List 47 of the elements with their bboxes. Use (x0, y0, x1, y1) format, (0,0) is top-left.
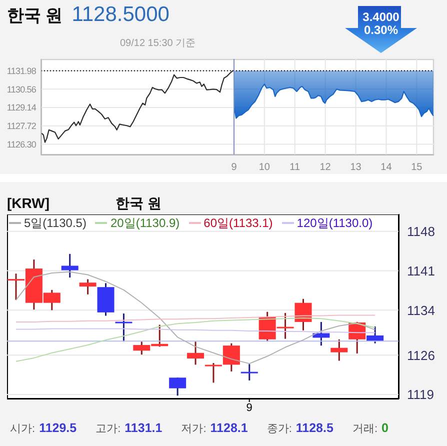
candlestick (115, 312, 132, 342)
text: 저가: 1128.1 (181, 421, 248, 435)
x-tick-label: 14 (380, 162, 392, 174)
text: 고가: 1131.1 (96, 421, 162, 435)
x-tick-label: 9 (231, 162, 238, 174)
legend-label: 120일(1130.0) (296, 214, 373, 232)
text: 3.4000 (362, 10, 400, 24)
x-tick-label: 12 (320, 162, 332, 174)
y-tick-label: 1127.72 (6, 121, 36, 132)
text: 1128.5000 (72, 3, 170, 27)
candlestick (79, 278, 96, 296)
candlestick (330, 338, 348, 362)
candlestick (222, 342, 240, 372)
legend-label: 20일(1130.9) (110, 214, 180, 232)
line-series (41, 70, 234, 143)
candlestick (61, 253, 78, 278)
legend-label: 60일(1133.1) (204, 214, 273, 232)
chart-subtitle: 한국 원 (116, 195, 162, 213)
x-tick-label: 15 (411, 162, 423, 174)
candlestick (312, 321, 330, 346)
y-tick-label: 1148 (407, 224, 435, 240)
x-tick-label: 11 (290, 162, 301, 174)
y-tick-label: 1126 (407, 348, 435, 363)
text: 거래: 0 (352, 421, 388, 435)
chart-title: [KRW] (7, 195, 50, 213)
line-series (234, 84, 434, 119)
text: 0.30% (364, 23, 398, 37)
line-series (15, 271, 376, 364)
legend-label: 5일(1130.5) (24, 214, 86, 232)
chart-title: 한국 원 (7, 5, 63, 27)
y-tick-label: 1141 (407, 263, 435, 278)
text: 09/12 15:30 기준 (120, 38, 196, 49)
y-tick-label: 1119 (407, 387, 434, 402)
candlestick (240, 363, 258, 382)
y-tick-label: 1134 (407, 302, 435, 318)
candlestick (204, 362, 222, 384)
x-tick-label: 10 (258, 162, 270, 174)
y-tick-label: 1131.98 (6, 66, 36, 76)
y-tick-label: 1129.14 (6, 102, 36, 113)
x-tick-label: 13 (350, 162, 362, 174)
candlestick (187, 340, 204, 366)
candlestick (169, 376, 186, 396)
y-tick-label: 1126.30 (6, 139, 36, 150)
y-tick-label: 1130.56 (6, 84, 36, 94)
text: 종가: 1128.5 (266, 421, 334, 435)
text: 시가: 1129.5 (10, 421, 77, 435)
x-tick-label: 9 (246, 402, 252, 414)
